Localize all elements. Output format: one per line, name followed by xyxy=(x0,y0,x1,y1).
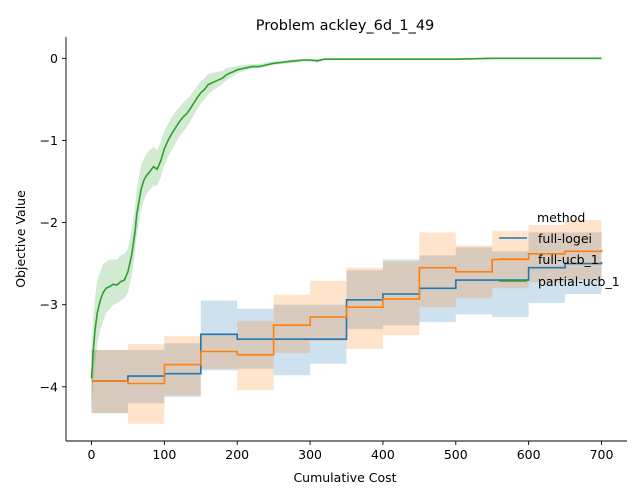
y-tick-label: −1 xyxy=(40,133,58,148)
y-axis-label: Objective Value xyxy=(13,190,28,288)
legend-label-partial-ucb_1: partial-ucb_1 xyxy=(538,274,620,289)
x-tick-label: 300 xyxy=(298,447,322,462)
x-tick-label: 400 xyxy=(371,447,395,462)
legend-title: method xyxy=(537,210,585,225)
line-full-ucb-1 xyxy=(91,249,603,385)
y-tick-label: −2 xyxy=(40,215,58,230)
x-axis-ticks: 0 100 200 300 400 500 600 700 xyxy=(88,441,614,462)
x-tick-label: 0 xyxy=(88,447,96,462)
legend-label-full-ucb_1: full-ucb_1 xyxy=(538,252,599,267)
x-tick-label: 200 xyxy=(225,447,249,462)
line-full-logei xyxy=(91,262,603,382)
legend-label-full-logei: full-logei xyxy=(538,231,592,246)
series-lines xyxy=(90,57,603,385)
y-tick-label: −3 xyxy=(40,297,58,312)
x-tick-label: 700 xyxy=(590,447,614,462)
y-axis-ticks: 0 −1 −2 −3 −4 xyxy=(40,51,66,394)
x-tick-label: 100 xyxy=(152,447,176,462)
chart-title: Problem ackley_6d_1_49 xyxy=(256,18,435,34)
y-tick-label: 0 xyxy=(50,51,58,66)
legend: method full-logei full-ucb_1 partial-ucb… xyxy=(499,210,620,289)
x-tick-label: 500 xyxy=(444,447,468,462)
line-partial-ucb-1 xyxy=(90,57,602,379)
y-tick-label: −4 xyxy=(40,379,58,394)
x-axis-label: Cumulative Cost xyxy=(293,470,396,485)
x-tick-label: 600 xyxy=(517,447,541,462)
